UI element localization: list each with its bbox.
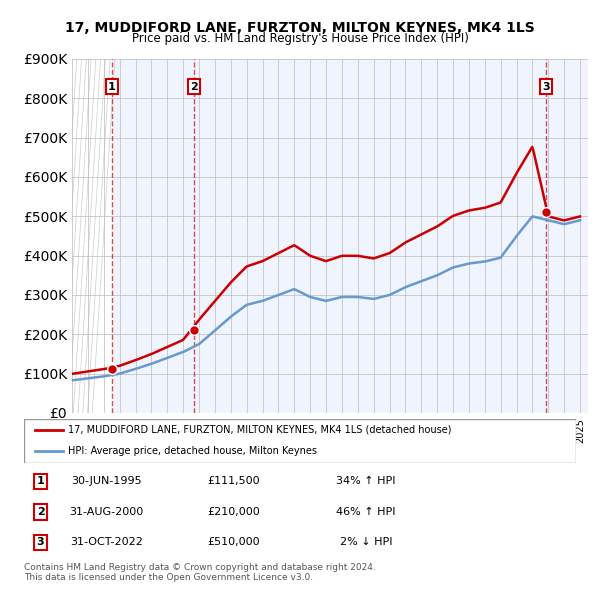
Text: 46% ↑ HPI: 46% ↑ HPI: [337, 507, 396, 517]
Text: 31-AUG-2000: 31-AUG-2000: [70, 507, 144, 517]
Text: £111,500: £111,500: [208, 476, 260, 486]
Text: This data is licensed under the Open Government Licence v3.0.: This data is licensed under the Open Gov…: [24, 573, 313, 582]
Text: £510,000: £510,000: [208, 537, 260, 548]
Text: 1: 1: [37, 476, 44, 486]
Text: HPI: Average price, detached house, Milton Keynes: HPI: Average price, detached house, Milt…: [68, 446, 317, 455]
Bar: [72, 59, 112, 413]
Text: 17, MUDDIFORD LANE, FURZTON, MILTON KEYNES, MK4 1LS: 17, MUDDIFORD LANE, FURZTON, MILTON KEYN…: [65, 21, 535, 35]
Text: 30-JUN-1995: 30-JUN-1995: [71, 476, 142, 486]
Text: Price paid vs. HM Land Registry's House Price Index (HPI): Price paid vs. HM Land Registry's House …: [131, 32, 469, 45]
Text: 1: 1: [108, 81, 116, 91]
FancyBboxPatch shape: [24, 419, 576, 463]
FancyBboxPatch shape: [72, 59, 112, 413]
Text: 3: 3: [542, 81, 550, 91]
Text: 34% ↑ HPI: 34% ↑ HPI: [337, 476, 396, 486]
Text: 17, MUDDIFORD LANE, FURZTON, MILTON KEYNES, MK4 1LS (detached house): 17, MUDDIFORD LANE, FURZTON, MILTON KEYN…: [68, 425, 452, 435]
Text: Contains HM Land Registry data © Crown copyright and database right 2024.: Contains HM Land Registry data © Crown c…: [24, 563, 376, 572]
Text: 2% ↓ HPI: 2% ↓ HPI: [340, 537, 392, 548]
Text: 31-OCT-2022: 31-OCT-2022: [70, 537, 143, 548]
Text: 3: 3: [37, 537, 44, 548]
Text: 2: 2: [190, 81, 197, 91]
Text: £210,000: £210,000: [208, 507, 260, 517]
Text: 2: 2: [37, 507, 44, 517]
